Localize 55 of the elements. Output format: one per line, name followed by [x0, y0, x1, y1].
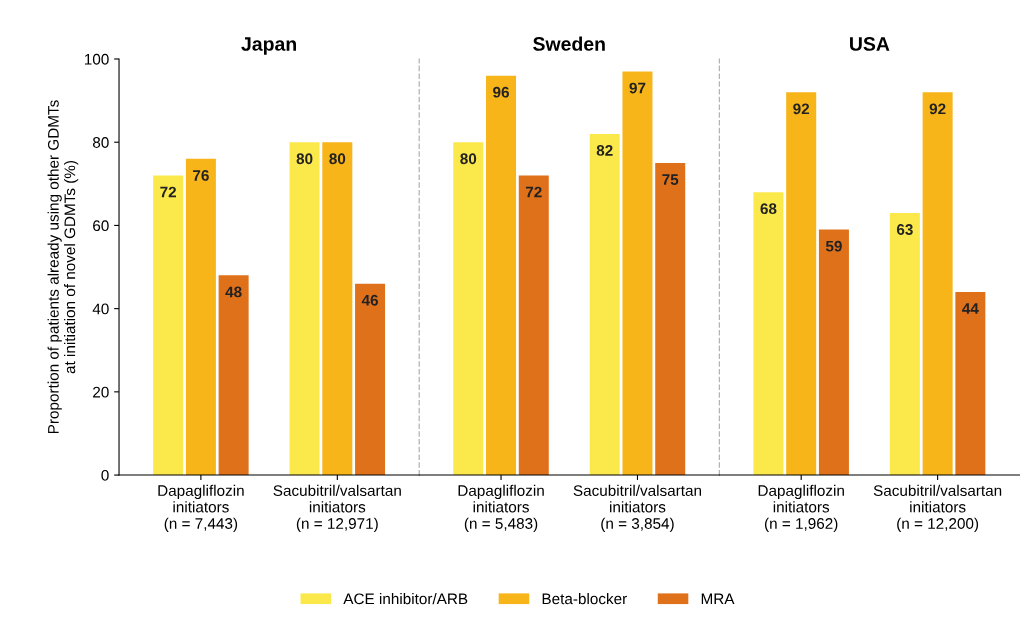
legend-label: Beta-blocker	[542, 593, 627, 605]
bar	[185, 158, 216, 476]
bar	[955, 291, 986, 476]
x-tick-label: Dapagliflozin initiators (n = 5,483)	[458, 484, 544, 532]
bar	[518, 175, 549, 476]
bar	[453, 142, 484, 476]
bar	[289, 142, 320, 476]
data-label: 92	[929, 103, 946, 115]
legend-label: MRA	[701, 593, 735, 605]
data-label: 72	[160, 186, 177, 198]
legend-label: ACE inhibitor/ARB	[343, 593, 468, 605]
bar	[818, 229, 849, 476]
x-tick-label: Dapagliflozin initiators (n = 1,962)	[758, 484, 844, 532]
data-label: 72	[525, 186, 542, 198]
y-tick-label: 20	[93, 386, 109, 398]
chart-title: Japan	[241, 37, 296, 55]
data-label: 75	[662, 174, 679, 185]
y-tick-label: 100	[84, 53, 109, 65]
bar	[786, 92, 817, 476]
bar	[218, 275, 249, 476]
bar	[922, 92, 953, 476]
x-tick-label: Sacubitril/valsartan initiators (n = 12,971)	[273, 484, 401, 532]
bar	[889, 212, 920, 476]
bar	[589, 133, 620, 476]
data-label: 80	[460, 153, 477, 165]
bar	[153, 175, 184, 476]
data-label: 68	[760, 203, 777, 215]
x-tick-label: Sacubitril/valsartan initiators (n = 12,200)	[873, 484, 1002, 532]
data-label: 92	[793, 103, 810, 115]
data-label: 48	[225, 286, 242, 298]
data-label: 96	[493, 86, 509, 98]
chart-title: USA	[850, 37, 890, 51]
data-label: 63	[896, 224, 913, 235]
bar	[355, 283, 386, 476]
data-label: 59	[825, 240, 842, 252]
data-label: 44	[962, 303, 979, 314]
data-label: 80	[296, 153, 313, 165]
y-tick-label: 0	[101, 469, 109, 481]
bar	[486, 75, 517, 476]
y-tick-label: 40	[92, 303, 109, 315]
chart-title: Sweden	[533, 36, 605, 51]
y-tick-label: 80	[92, 137, 109, 148]
data-label: 97	[629, 82, 646, 94]
x-tick-label: Sacubitril/valsartan initiators (n = 3,854)	[573, 484, 702, 532]
bar	[322, 142, 353, 476]
bar	[622, 71, 653, 476]
bar	[655, 163, 686, 476]
data-label: 46	[361, 294, 378, 306]
data-label: 76	[193, 170, 209, 181]
data-label: 80	[329, 153, 346, 165]
bar	[753, 192, 784, 476]
data-label: 82	[596, 145, 613, 156]
x-tick-label: Dapagliflozin initiators (n = 7,443)	[158, 484, 244, 532]
y-tick-label: 60	[93, 220, 109, 232]
y-axis-title: Proportion of patients already using other GDMTs at initiation of novel GDMTs (%)	[47, 100, 79, 434]
